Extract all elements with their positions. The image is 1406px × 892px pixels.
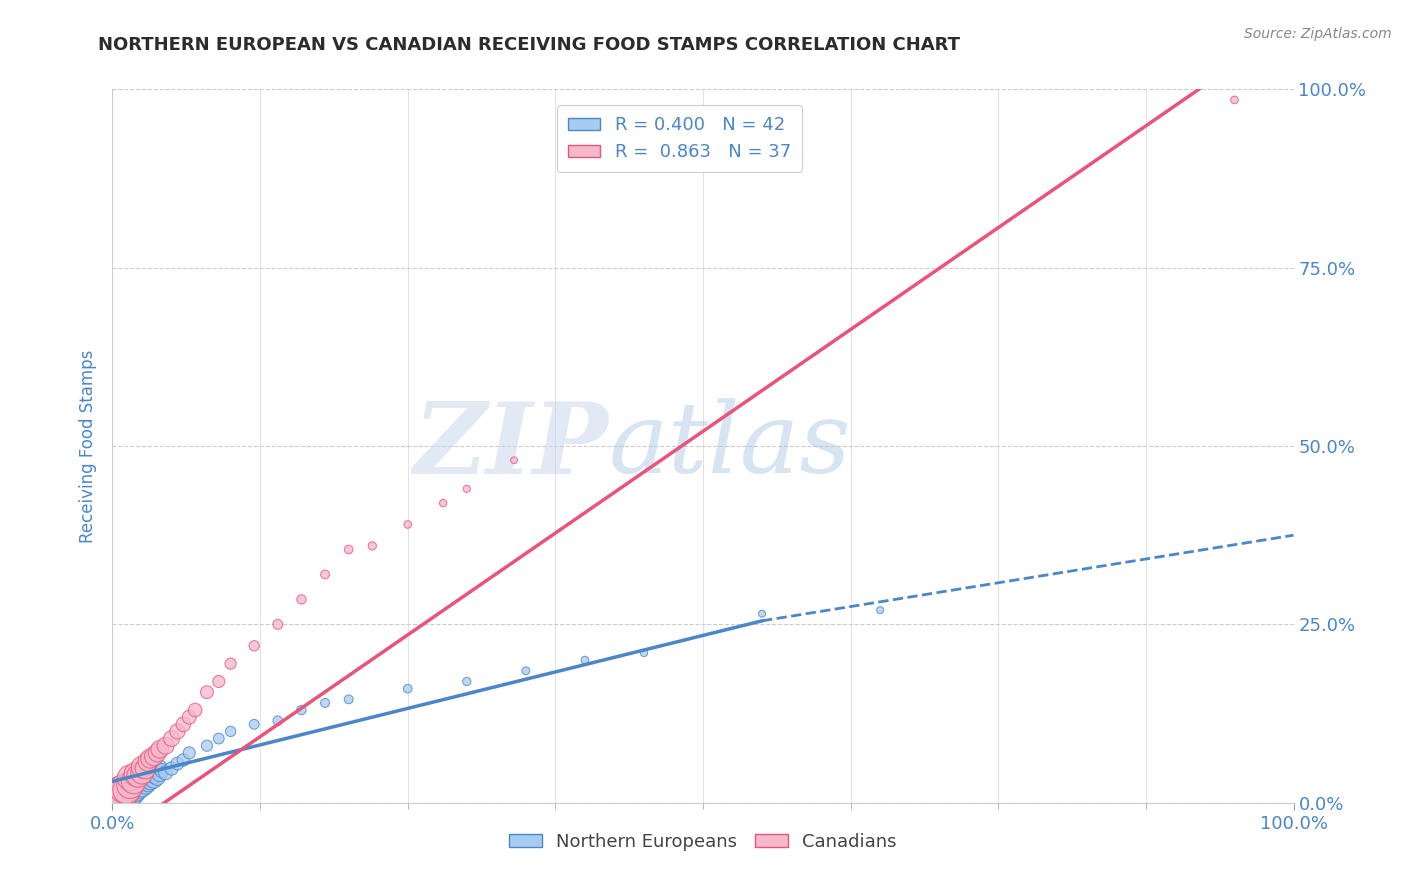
- Point: [120, 781, 142, 796]
- Point: [243, 639, 266, 653]
- Point: [107, 789, 129, 803]
- Point: [125, 767, 148, 781]
- Text: Source: ZipAtlas.com: Source: ZipAtlas.com: [1244, 27, 1392, 41]
- Point: [396, 517, 419, 532]
- Point: [515, 664, 537, 678]
- Point: [290, 703, 312, 717]
- Text: atlas: atlas: [609, 399, 851, 493]
- Point: [456, 674, 478, 689]
- Point: [122, 785, 145, 799]
- Point: [107, 792, 129, 806]
- Point: [131, 774, 153, 789]
- Point: [751, 607, 773, 621]
- Point: [155, 739, 177, 753]
- Point: [139, 774, 162, 789]
- Point: [337, 692, 360, 706]
- Point: [131, 760, 153, 774]
- Point: [290, 592, 312, 607]
- Point: [136, 776, 159, 790]
- Point: [869, 603, 891, 617]
- Point: [160, 731, 183, 746]
- Point: [127, 769, 149, 783]
- Point: [179, 746, 201, 760]
- Point: [120, 771, 142, 785]
- Point: [503, 453, 526, 467]
- Point: [120, 787, 142, 801]
- Text: NORTHERN EUROPEAN VS CANADIAN RECEIVING FOOD STAMPS CORRELATION CHART: NORTHERN EUROPEAN VS CANADIAN RECEIVING …: [98, 36, 960, 54]
- Point: [633, 646, 655, 660]
- Point: [125, 783, 148, 797]
- Point: [112, 790, 135, 805]
- Point: [396, 681, 419, 696]
- Point: [195, 739, 218, 753]
- Point: [111, 785, 134, 799]
- Point: [179, 710, 201, 724]
- Point: [314, 567, 336, 582]
- Point: [111, 789, 134, 803]
- Point: [337, 542, 360, 557]
- Point: [149, 760, 172, 774]
- Point: [219, 724, 242, 739]
- Point: [131, 765, 153, 780]
- Point: [115, 785, 138, 799]
- Point: [432, 496, 454, 510]
- Point: [172, 753, 194, 767]
- Point: [150, 764, 173, 778]
- Point: [208, 674, 231, 689]
- Point: [267, 617, 290, 632]
- Point: [135, 778, 157, 792]
- Point: [149, 767, 172, 781]
- Point: [195, 685, 218, 699]
- Point: [125, 778, 148, 792]
- Point: [146, 746, 169, 760]
- Point: [166, 756, 188, 771]
- Point: [166, 724, 188, 739]
- Point: [120, 778, 142, 792]
- Point: [136, 771, 159, 785]
- Point: [139, 751, 162, 765]
- Point: [243, 717, 266, 731]
- Point: [267, 714, 290, 728]
- Point: [122, 774, 145, 789]
- Point: [160, 762, 183, 776]
- Point: [208, 731, 231, 746]
- Point: [142, 749, 165, 764]
- Point: [146, 771, 169, 785]
- Point: [314, 696, 336, 710]
- Text: ZIP: ZIP: [413, 398, 609, 494]
- Point: [149, 742, 172, 756]
- Point: [361, 539, 384, 553]
- Point: [135, 762, 157, 776]
- Point: [142, 772, 165, 787]
- Point: [172, 717, 194, 731]
- Point: [155, 765, 177, 780]
- Point: [127, 781, 149, 796]
- Point: [142, 769, 165, 783]
- Point: [1223, 93, 1246, 107]
- Point: [112, 781, 135, 796]
- Point: [219, 657, 242, 671]
- Point: [131, 780, 153, 794]
- Legend: Northern Europeans, Canadians: Northern Europeans, Canadians: [502, 826, 904, 858]
- Point: [184, 703, 207, 717]
- Y-axis label: Receiving Food Stamps: Receiving Food Stamps: [79, 350, 97, 542]
- Point: [115, 783, 138, 797]
- Point: [136, 755, 159, 769]
- Point: [574, 653, 596, 667]
- Point: [456, 482, 478, 496]
